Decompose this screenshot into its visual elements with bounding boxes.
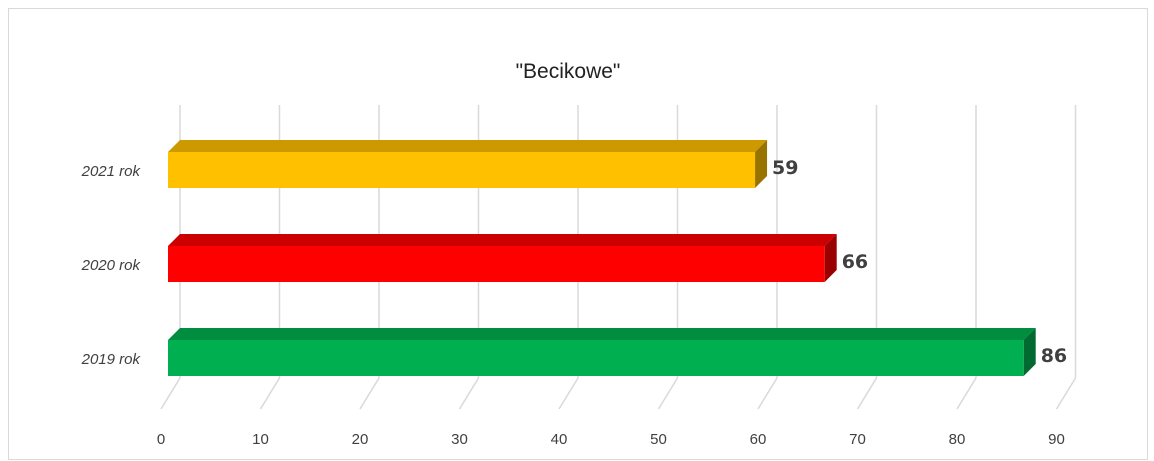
x-tick-label: 90 xyxy=(1048,431,1065,448)
x-tick-label: 20 xyxy=(352,431,369,448)
bar-top-face xyxy=(168,140,768,152)
bar-top-face xyxy=(168,328,1036,340)
category-label: 2020 rok xyxy=(81,257,142,274)
data-label: 86 xyxy=(1041,345,1067,367)
labels-layer: 2021 rok 59 2020 rok 66 2019 rok 86 xyxy=(81,157,1068,368)
x-tick-label: 40 xyxy=(551,431,568,448)
x-tick-label: 10 xyxy=(252,431,269,448)
floor-gridline xyxy=(757,377,778,410)
data-label: 66 xyxy=(842,251,868,273)
floor-gridline xyxy=(1055,377,1077,410)
floor-gridline xyxy=(856,377,878,410)
floor-gridline xyxy=(657,377,679,410)
x-tick-label: 80 xyxy=(949,431,966,448)
floor-gridline xyxy=(956,377,977,410)
x-tick-label: 60 xyxy=(750,431,767,448)
category-label: 2019 rok xyxy=(81,351,142,368)
category-label: 2021 rok xyxy=(81,163,142,180)
x-tick-label: 30 xyxy=(451,431,468,448)
floor-gridline xyxy=(259,377,281,410)
floor-gridline xyxy=(359,377,380,410)
floor-gridline xyxy=(558,377,579,410)
bar-top-face xyxy=(168,234,837,246)
bar-side-face xyxy=(824,234,837,282)
data-label: 59 xyxy=(772,157,798,179)
x-tick-label: 50 xyxy=(650,431,667,448)
bar-side-face xyxy=(1023,328,1036,376)
bars-layer xyxy=(168,140,1036,376)
bar xyxy=(168,246,825,282)
chart-title: "Becikowe" xyxy=(516,60,621,83)
bar xyxy=(168,340,1024,376)
bar-side-face xyxy=(755,140,768,188)
floor-gridline xyxy=(458,377,480,410)
x-tick-label: 70 xyxy=(849,431,866,448)
x-tick-label: 0 xyxy=(157,431,165,448)
floor-gridline xyxy=(160,377,181,410)
bar xyxy=(168,152,756,188)
